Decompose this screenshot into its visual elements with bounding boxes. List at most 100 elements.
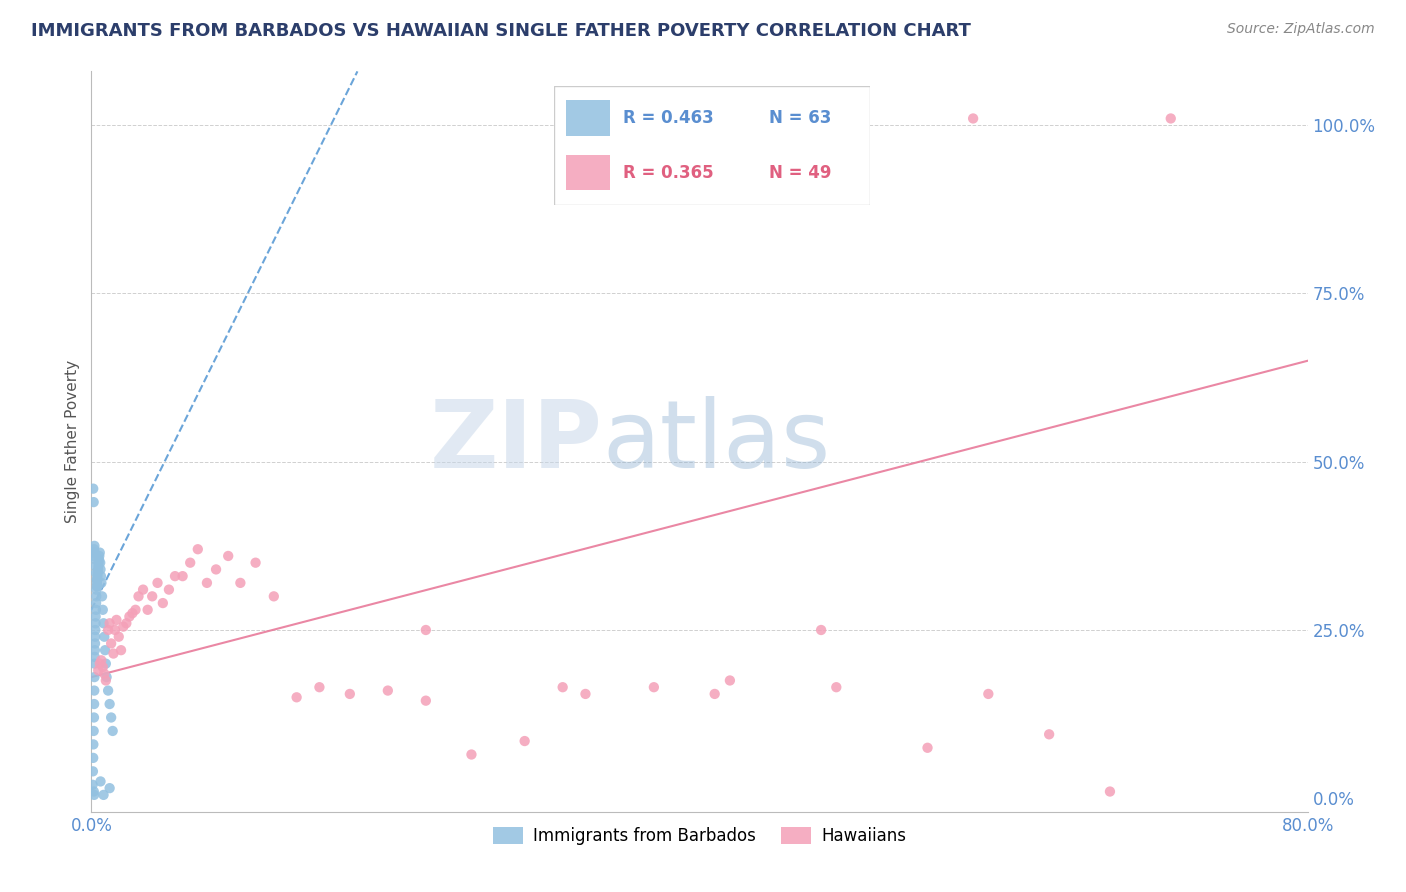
- Point: [82, 764, 104, 779]
- Point: [98, 616, 121, 631]
- Point: [124, 603, 146, 617]
- Point: [718, 673, 741, 688]
- Point: [91, 660, 114, 674]
- Point: [103, 647, 125, 661]
- Point: [90, 653, 112, 667]
- Point: [83, 697, 105, 711]
- Point: [91, 590, 114, 604]
- Legend: Immigrants from Barbados, Hawaiians: Immigrants from Barbados, Hawaiians: [486, 820, 912, 852]
- Point: [83, 643, 105, 657]
- Point: [97, 623, 120, 637]
- Point: [93, 666, 115, 681]
- Point: [83, 710, 105, 724]
- Point: [152, 596, 174, 610]
- Point: [377, 683, 399, 698]
- Point: [83, 723, 105, 738]
- Point: [89, 546, 111, 560]
- Point: [217, 549, 239, 563]
- Point: [84, 616, 107, 631]
- Point: [94, 643, 117, 657]
- Point: [105, 613, 128, 627]
- Point: [83, 546, 105, 560]
- Point: [917, 740, 939, 755]
- Point: [205, 562, 228, 576]
- Point: [187, 542, 209, 557]
- Point: [229, 575, 252, 590]
- Point: [91, 603, 114, 617]
- Point: [84, 609, 107, 624]
- Point: [89, 549, 111, 563]
- Point: [86, 573, 108, 587]
- Point: [83, 657, 105, 671]
- Point: [136, 603, 159, 617]
- Point: [84, 566, 107, 580]
- Point: [195, 575, 218, 590]
- Point: [89, 556, 111, 570]
- Point: [643, 680, 665, 694]
- Point: [415, 623, 437, 637]
- Point: [93, 788, 115, 802]
- Point: [263, 590, 285, 604]
- Point: [128, 590, 150, 604]
- Point: [100, 636, 122, 650]
- Point: [703, 687, 725, 701]
- Point: [90, 569, 112, 583]
- Point: [118, 609, 141, 624]
- Point: [86, 582, 108, 597]
- Point: [121, 606, 143, 620]
- Point: [86, 573, 108, 587]
- Point: [460, 747, 482, 762]
- Point: [89, 774, 111, 789]
- Point: [87, 566, 110, 580]
- Point: [87, 559, 110, 574]
- Point: [83, 788, 105, 802]
- Point: [89, 657, 111, 671]
- Point: [82, 751, 104, 765]
- Point: [104, 623, 127, 637]
- Point: [82, 778, 104, 792]
- Point: [825, 680, 848, 694]
- Point: [1160, 112, 1182, 126]
- Point: [89, 562, 111, 576]
- Point: [977, 687, 1000, 701]
- Point: [86, 579, 108, 593]
- Point: [93, 616, 115, 631]
- Point: [339, 687, 361, 701]
- Point: [84, 552, 107, 566]
- Point: [87, 552, 110, 566]
- Point: [245, 556, 267, 570]
- Point: [962, 112, 984, 126]
- Point: [415, 694, 437, 708]
- Point: [98, 697, 121, 711]
- Point: [84, 630, 107, 644]
- Y-axis label: Single Father Poverty: Single Father Poverty: [65, 360, 80, 523]
- Point: [82, 482, 104, 496]
- Point: [84, 636, 107, 650]
- Point: [112, 620, 135, 634]
- Point: [1098, 784, 1121, 798]
- Point: [93, 630, 115, 644]
- Point: [87, 556, 110, 570]
- Point: [84, 590, 107, 604]
- Point: [83, 495, 105, 509]
- Point: [82, 738, 104, 752]
- Point: [107, 630, 129, 644]
- Point: [172, 569, 194, 583]
- Point: [141, 590, 163, 604]
- Point: [84, 559, 107, 574]
- Point: [574, 687, 596, 701]
- Point: [110, 643, 132, 657]
- Point: [513, 734, 536, 748]
- Point: [285, 690, 308, 705]
- Point: [179, 556, 201, 570]
- Point: [83, 670, 105, 684]
- Point: [87, 664, 110, 678]
- Point: [1038, 727, 1060, 741]
- Point: [132, 582, 155, 597]
- Point: [87, 562, 110, 576]
- Point: [101, 723, 124, 738]
- Point: [83, 549, 105, 563]
- Point: [83, 649, 105, 664]
- Point: [84, 603, 107, 617]
- Point: [146, 575, 169, 590]
